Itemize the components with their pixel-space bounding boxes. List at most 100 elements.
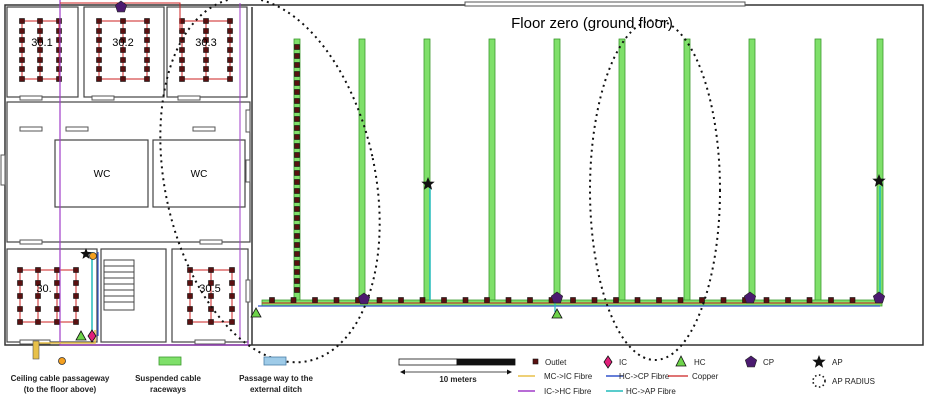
- ic-marker: [87, 329, 97, 343]
- cp-marker: [357, 292, 371, 305]
- outlet-icon: [73, 280, 79, 286]
- legend-cp-icon: [744, 355, 758, 368]
- floor-title: Floor zero (ground floor): [511, 15, 673, 32]
- outlet-icon: [73, 319, 79, 325]
- ap-markers: [80, 174, 886, 259]
- outlet-icon: [179, 76, 185, 82]
- outlet-icon: [96, 18, 102, 24]
- outlet-icon: [229, 280, 235, 286]
- legend-raceway-swatch: [158, 356, 182, 366]
- outlet-icon: [227, 47, 233, 53]
- outlet-icon: [294, 188, 300, 194]
- raceway-segment: [814, 38, 822, 302]
- room-label-302: 30.2: [112, 37, 133, 49]
- ap-radius-1: [159, 0, 381, 364]
- outlet-icon: [294, 242, 300, 248]
- outlet-icon: [179, 28, 185, 34]
- outlet-icon: [19, 37, 25, 43]
- outlet-icon: [229, 319, 235, 325]
- legend-raceway-label-2: raceways: [150, 385, 187, 394]
- outlet-icon: [37, 37, 43, 43]
- legend-mc-ic-label: MC->IC Fibre: [544, 372, 593, 381]
- outlet-icon: [179, 66, 185, 72]
- legend-ap-icon: [812, 355, 826, 368]
- outlet-icon: [294, 116, 300, 122]
- outlet-icon: [227, 37, 233, 43]
- legend-ditch-swatch: [263, 356, 287, 366]
- outlet-icon: [294, 224, 300, 230]
- outlet-icon: [294, 143, 300, 149]
- raceway-segment: [423, 38, 431, 302]
- outlet-icon: [720, 297, 727, 303]
- outlet-icon: [294, 44, 300, 50]
- outlet-icon: [17, 280, 23, 286]
- outlet-icon: [294, 62, 300, 68]
- outlet-icon: [120, 57, 126, 63]
- outlet-icon: [441, 297, 447, 303]
- outlet-icon: [227, 28, 233, 34]
- outlet-icon: [187, 280, 193, 286]
- outlet-icon: [56, 47, 62, 53]
- legend-ic-label: IC: [619, 358, 627, 367]
- cp-marker: [114, 0, 128, 13]
- outlet-icon: [73, 267, 79, 273]
- legend-ditch-label-1: Passage way to the: [239, 374, 313, 383]
- raceway-segment: [748, 38, 756, 302]
- outlet-icon: [294, 53, 300, 59]
- outlet-icon: [187, 306, 193, 312]
- raceway-segment: [618, 38, 626, 302]
- outlet-icon: [203, 18, 209, 24]
- outlet-icon: [187, 267, 193, 273]
- outlet-icon: [294, 161, 300, 167]
- legend-outlet-label: Outlet: [545, 358, 567, 367]
- legend: Ceiling cable passageway (to the floor a…: [11, 340, 875, 396]
- legend-hc-label: HC: [694, 358, 706, 367]
- outlet-icon: [187, 319, 193, 325]
- outlet-icon: [144, 57, 150, 63]
- outlet-icon: [56, 66, 62, 72]
- outlet-icon: [227, 57, 233, 63]
- room-label-304: 30.: [36, 283, 51, 295]
- cp-marker: [550, 291, 564, 304]
- outlet-icon: [294, 269, 300, 275]
- outlet-icon: [294, 170, 300, 176]
- outlet-icon: [294, 197, 300, 203]
- ceiling-passage-marker: [89, 252, 97, 260]
- cable-routes: [35, 0, 882, 346]
- outlet-icon: [294, 98, 300, 104]
- outlet-icon: [208, 267, 214, 273]
- legend-ditch-label-2: external ditch: [250, 385, 302, 394]
- outlet-icon: [294, 260, 300, 266]
- copper-top-route: [60, 2, 181, 30]
- outlet-icon: [17, 267, 23, 273]
- wc-room-2: [152, 139, 246, 208]
- outlet-icon: [19, 47, 25, 53]
- legend-hc-cp-label: HC->CP Fibre: [619, 372, 670, 381]
- outlet-icon: [763, 297, 770, 303]
- room-label-303: 30.3: [195, 37, 216, 49]
- outlet-icon: [96, 57, 102, 63]
- outlet-icon: [17, 319, 23, 325]
- outlet-icon: [294, 206, 300, 212]
- outlet-icon: [96, 76, 102, 82]
- outlet-icon: [208, 280, 214, 286]
- outlet-icon: [294, 179, 300, 185]
- outlet-icon: [208, 319, 214, 325]
- outlet-icon: [56, 76, 62, 82]
- outlet-icon: [35, 280, 41, 286]
- outlet-icon: [294, 152, 300, 158]
- legend-ap-label: AP: [832, 358, 843, 367]
- ap-radius-circles: [159, 0, 721, 364]
- legend-hc-icon: [675, 355, 687, 367]
- outlet-icon: [144, 47, 150, 53]
- outlet-icon: [56, 57, 62, 63]
- legend-ap-radius-label: AP RADIUS: [832, 377, 875, 386]
- stairs: [103, 259, 135, 311]
- outlet-icon: [120, 37, 126, 43]
- outlet-icon: [120, 66, 126, 72]
- outlet-icon: [462, 297, 469, 303]
- outlet-icon: [19, 66, 25, 72]
- outlet-icon: [591, 297, 598, 303]
- legend-ceiling-passage-icon: [58, 357, 66, 365]
